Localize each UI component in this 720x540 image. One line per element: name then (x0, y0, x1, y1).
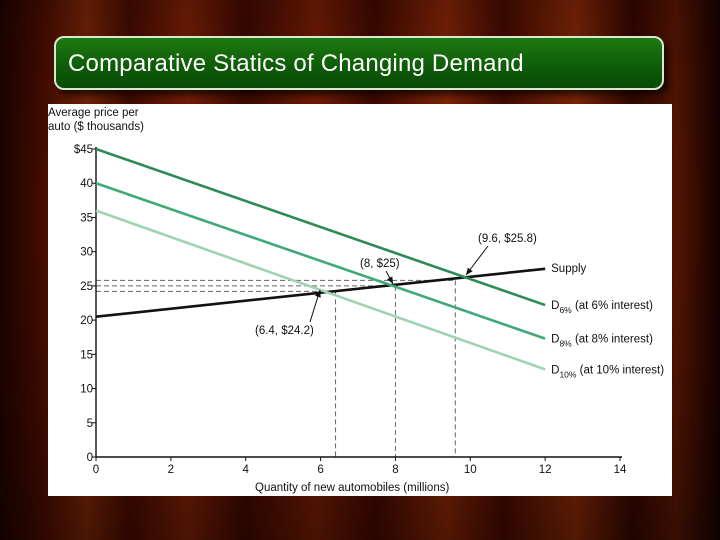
x-tick-label: 4 (243, 464, 250, 476)
equilibrium-arrowhead (315, 290, 321, 298)
x-tick-label: 0 (93, 464, 99, 476)
d10-label-sub: 10% (559, 369, 576, 379)
d6-label-sub: 6% (559, 305, 572, 315)
y-tick-label: $45 (74, 144, 93, 156)
chart-panel: 0 2 4 6 8 10 12 14 0 5 10 15 20 25 30 35 40 $45 Average p… (48, 104, 672, 496)
supply-label-main: Supply (551, 263, 586, 275)
y-tick-label: 15 (80, 349, 93, 361)
d10-line (95, 209, 546, 371)
d8-label-rest: (at 8% interest) (572, 334, 653, 346)
y-tick-label: 40 (80, 178, 93, 190)
d6-label: D6% (at 6% interest) (551, 300, 653, 315)
x-axis-label: Quantity of new automobiles (millions) (255, 482, 449, 494)
x-tick-label: 14 (614, 464, 627, 476)
slide-title: Comparative Statics of Changing Demand (68, 50, 524, 77)
y-tick-label: 30 (80, 247, 93, 259)
x-tick-label: 8 (392, 464, 398, 476)
x-tick-label: 2 (168, 464, 174, 476)
d10-label: D10% (at 10% interest) (551, 364, 664, 379)
supply-label: Supply (551, 263, 586, 275)
d8-line (95, 181, 546, 340)
d6-label-main: D (551, 300, 559, 312)
series-lines (95, 147, 546, 371)
y-tick-label: 10 (80, 384, 93, 396)
y-tick-label: 0 (87, 452, 93, 464)
y-tick-label: 35 (80, 212, 93, 224)
d10-label-rest: (at 10% interest) (576, 364, 664, 376)
d8-label: D8% (at 8% interest) (551, 334, 653, 349)
guide-lines (96, 279, 456, 457)
y-tick-label: 5 (87, 418, 93, 430)
equilibrium-label: (9.6, $25.8) (478, 233, 537, 245)
y-tick-label: 25 (80, 281, 93, 293)
x-tick-label: 12 (539, 464, 552, 476)
slide-title-box: Comparative Statics of Changing Demand (54, 36, 664, 90)
y-axis-label-line2: auto ($ thousands) (48, 121, 144, 133)
y-axis-label-line1: Average price per (48, 107, 139, 119)
x-tick-label: 10 (464, 464, 477, 476)
equilibrium-label: (6.4, $24.2) (255, 325, 314, 337)
equilibrium-label: (8, $25) (360, 258, 400, 270)
equilibrium-arrowhead (387, 276, 393, 284)
d10-label-main: D (551, 364, 559, 376)
axes: 0 2 4 6 8 10 12 14 0 5 10 15 20 25 30 35 40 $45 (74, 144, 627, 476)
d6-label-rest: (at 6% interest) (572, 300, 653, 312)
d8-label-sub: 8% (559, 339, 572, 349)
d8-label-main: D (551, 334, 559, 346)
equilibrium-arrowhead (466, 267, 473, 275)
supply-line (95, 267, 546, 318)
x-tick-label: 6 (317, 464, 323, 476)
demand-supply-chart: 0 2 4 6 8 10 12 14 0 5 10 15 20 25 30 35 40 $45 Average p… (48, 107, 664, 494)
y-tick-label: 20 (80, 315, 93, 327)
d6-line (95, 147, 546, 307)
chart-labels: Average price per auto ($ thousands) Qua… (48, 107, 664, 494)
